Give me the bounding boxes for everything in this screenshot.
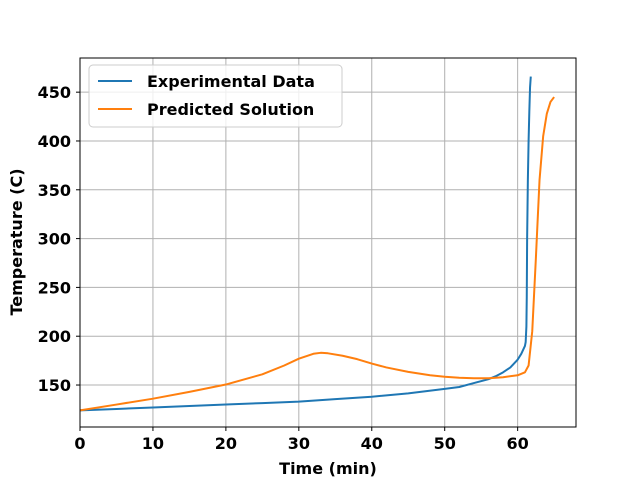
legend-label-experimental: Experimental Data: [147, 72, 315, 91]
y-tick-label: 400: [38, 132, 71, 151]
x-tick-label: 40: [361, 434, 383, 453]
y-axis-label: Temperature (C): [7, 168, 26, 315]
x-tick-label: 0: [74, 434, 85, 453]
x-tick-label: 60: [507, 434, 529, 453]
y-tick-label: 350: [38, 181, 71, 200]
y-tick-label: 200: [38, 327, 71, 346]
y-tick-label: 300: [38, 230, 71, 249]
axis-ticks: 0 10 20 30 40 50 60 150 200 250 300 350 400 450: [38, 83, 529, 453]
legend: Experimental Data Predicted Solution: [88, 64, 343, 128]
y-tick-label: 450: [38, 83, 71, 102]
y-tick-label: 150: [38, 376, 71, 395]
series-layer: [79, 76, 555, 412]
plot-frame: [79, 57, 577, 428]
x-tick-label: 50: [434, 434, 456, 453]
legend-label-predicted: Predicted Solution: [147, 100, 314, 119]
x-tick-label: 10: [142, 434, 164, 453]
series-line-predicted: [79, 96, 555, 412]
x-tick-label: 30: [288, 434, 310, 453]
y-tick-label: 250: [38, 278, 71, 297]
x-axis-label: Time (min): [279, 459, 377, 478]
x-tick-label: 20: [215, 434, 237, 453]
series-line-experimental: [79, 76, 532, 412]
legend-box: [88, 64, 343, 128]
